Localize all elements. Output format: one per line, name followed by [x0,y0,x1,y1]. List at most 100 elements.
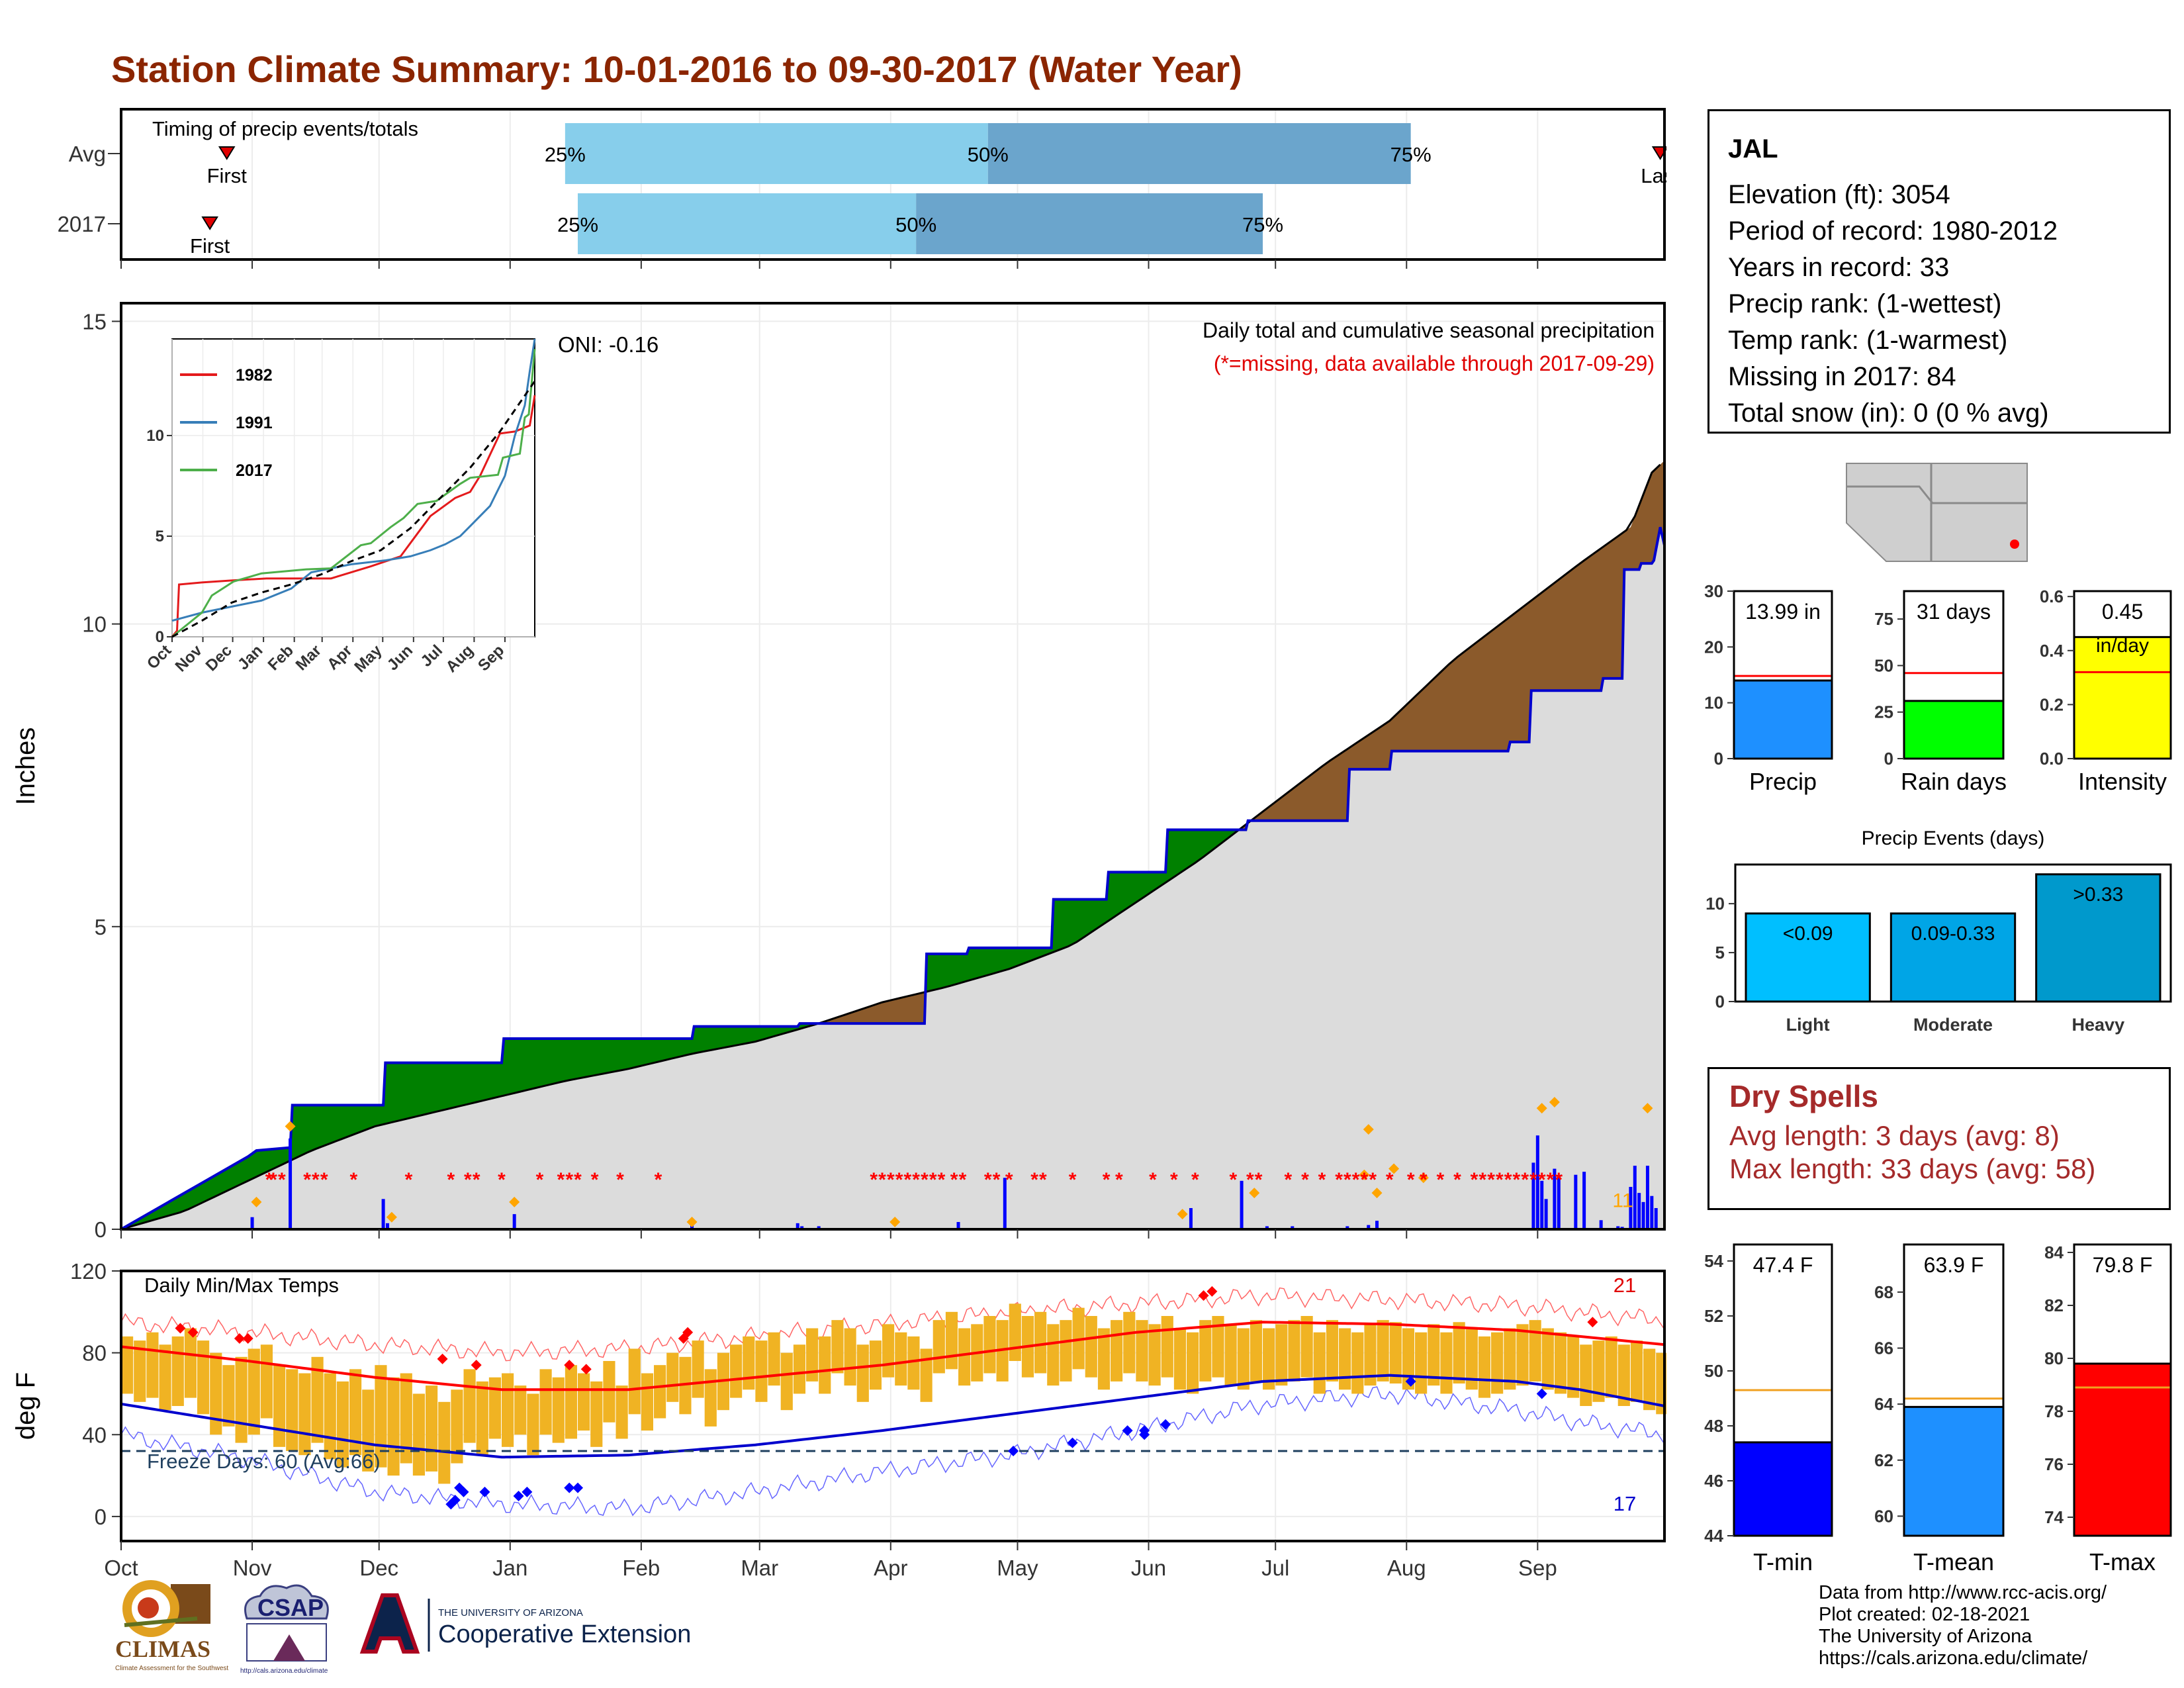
precip-events-y-tick-label: 5 [1715,943,1725,962]
precip-missing-marker: * [1103,1169,1111,1191]
intensity-bar [2073,635,2172,760]
rain-days-y-tick-label: 50 [1874,655,1893,675]
temperature-panel: 0 40 80 120 deg F Daily Min/Max Temps Freeze D… [11,1259,1706,1580]
precip-daily-bar [1641,1201,1645,1229]
precip-rank-marker [1418,1172,1429,1184]
precip-events-bar-label: <0.09 [1783,923,1833,945]
info-years-in-record: Years in record: 33 [1728,253,1950,282]
temp-daily-range-bar [819,1336,831,1394]
temp-record-max-line [120,1287,1665,1362]
t-max-y-tick-label: 84 [2044,1243,2064,1262]
temp-record-low-marker [1122,1425,1133,1436]
precip-below-average-fill [1252,460,1664,821]
precip-daily-bar [1540,1180,1544,1229]
temp-daily-range-bar [298,1373,311,1456]
precip-missing-marker: * [473,1169,480,1191]
temp-daily-range-bar [1047,1324,1060,1386]
precip-max-day-label: 11 [1612,1190,1633,1211]
info-precip-rank: Precip rank: (1-wettest) [1728,289,2002,318]
temp-daily-range-bar [1605,1336,1617,1398]
precip-missing-marker: * [265,1169,273,1191]
precip-missing-marker: * [447,1169,455,1191]
precip-events-category-label: Light [1786,1015,1830,1035]
temp-daily-range-bar [451,1389,463,1464]
timing-bar-upper [916,193,1263,254]
temp-record-low-marker [513,1491,524,1501]
rain-days-bar [1903,700,2005,760]
precip-missing-marker: * [1229,1169,1237,1191]
t-min-value-label: 47.4 F [1753,1253,1813,1277]
precip-total-y-tick-label: 30 [1704,581,1723,601]
precip-daily-bar [1633,1165,1637,1229]
map-station-marker [2010,539,2019,549]
temp-daily-range-bar [1097,1328,1111,1390]
ua-logo-mark [359,1593,420,1654]
ua-logo-line2: Cooperative Extension [438,1620,691,1648]
temp-daily-range-bar [1580,1344,1592,1406]
csap-logo-text: CSAP [257,1594,324,1621]
timing-clip-right [1666,109,1706,261]
inset-series-line [171,395,536,637]
precip-missing-marker: * [536,1169,544,1191]
climas-logo-subtext: Climate Assessment for the Southwest [115,1665,228,1672]
precip-rank-marker [1249,1188,1260,1199]
logos: CLIMAS Climate Assessment for the Southw… [115,1580,691,1675]
timing-label: Timing of precip events/totals [152,117,418,140]
precip-missing-marker: * [950,1169,958,1191]
t-max-y-tick-label: 74 [2044,1507,2064,1527]
precip-daily-bar [1574,1174,1578,1229]
temp-daily-range-bar [654,1365,666,1419]
intensity-value-label: 0.45 [2102,600,2143,624]
temp-daily-range-bar [1263,1328,1275,1390]
temp-record-low-marker [1139,1425,1150,1436]
precip-missing-marker: * [1407,1169,1415,1191]
timing-q25-label: 25% [557,213,598,236]
temp-daily-range-bar [273,1365,286,1447]
t-max-y-tick-label: 80 [2044,1348,2064,1368]
dry-spells-title: Dry Spells [1729,1079,1878,1113]
precip-rank-marker [1642,1103,1653,1114]
temp-daily-range-bar [502,1373,514,1447]
rain-days-y-tick-label: 0 [1884,749,1893,769]
precip-missing-marker: * [1496,1169,1504,1191]
temp-daily-range-bar [768,1332,780,1386]
precip-missing-marker: * [929,1169,937,1191]
timing-first-marker [218,146,236,160]
temp-daily-range-bar [248,1348,260,1435]
t-max-value-label: 79.8 F [2093,1253,2153,1277]
temp-daily-range-bar [336,1381,349,1468]
inset-y-tick-label: 0 [156,628,164,646]
t-mean-y-tick-label: 62 [1874,1450,1893,1470]
temp-daily-range-bar [1161,1316,1173,1378]
temp-record-low-marker [479,1486,490,1497]
temp-daily-range-bar [1516,1324,1529,1386]
temp-daily-range-bar [1478,1336,1491,1398]
precip-events-title: Precip Events (days) [1862,827,2045,849]
credits: Data from http://www.rcc-acis.org/ Plot … [1819,1582,2107,1669]
precip-missing-marker: * [1352,1169,1360,1191]
ua-logo: THE UNIVERSITY OF ARIZONA Cooperative Ex… [359,1593,691,1654]
temp-daily-range-bar [615,1385,628,1439]
t-max-x-label: T-max [2089,1548,2156,1575]
precip-missing-marker: * [1335,1169,1343,1191]
intensity-y-tick-label: 0.0 [2040,749,2064,769]
precip-missing-marker: * [1318,1169,1326,1191]
temp-daily-range-bar [1237,1328,1250,1390]
temp-record-high-marker [471,1360,482,1371]
temp-daily-range-bar [311,1356,324,1443]
temp-x-tick-label: Jul [1261,1556,1289,1580]
precip-missing-marker: * [1039,1169,1047,1191]
temp-daily-range-bar [1173,1328,1187,1390]
temp-freeze-label: Freeze Days: 60 (Avg:66) [147,1450,381,1473]
temp-record-low-marker [572,1482,584,1493]
t-mean-y-tick-label: 66 [1874,1338,1893,1358]
temp-daily-range-bar [692,1340,704,1398]
temp-daily-range-bar [679,1356,692,1415]
t-mean-chart: 60 62 64 66 68 63.9 F T-mean [1874,1243,2005,1575]
info-temp-rank: Temp rank: (1-warmest) [1728,326,2008,355]
precip-daily-bar [1553,1168,1557,1229]
precip-events-category-label: Heavy [2072,1015,2125,1035]
precip-missing-marker: * [1255,1169,1263,1191]
temp-x-tick-label: Oct [104,1556,138,1580]
